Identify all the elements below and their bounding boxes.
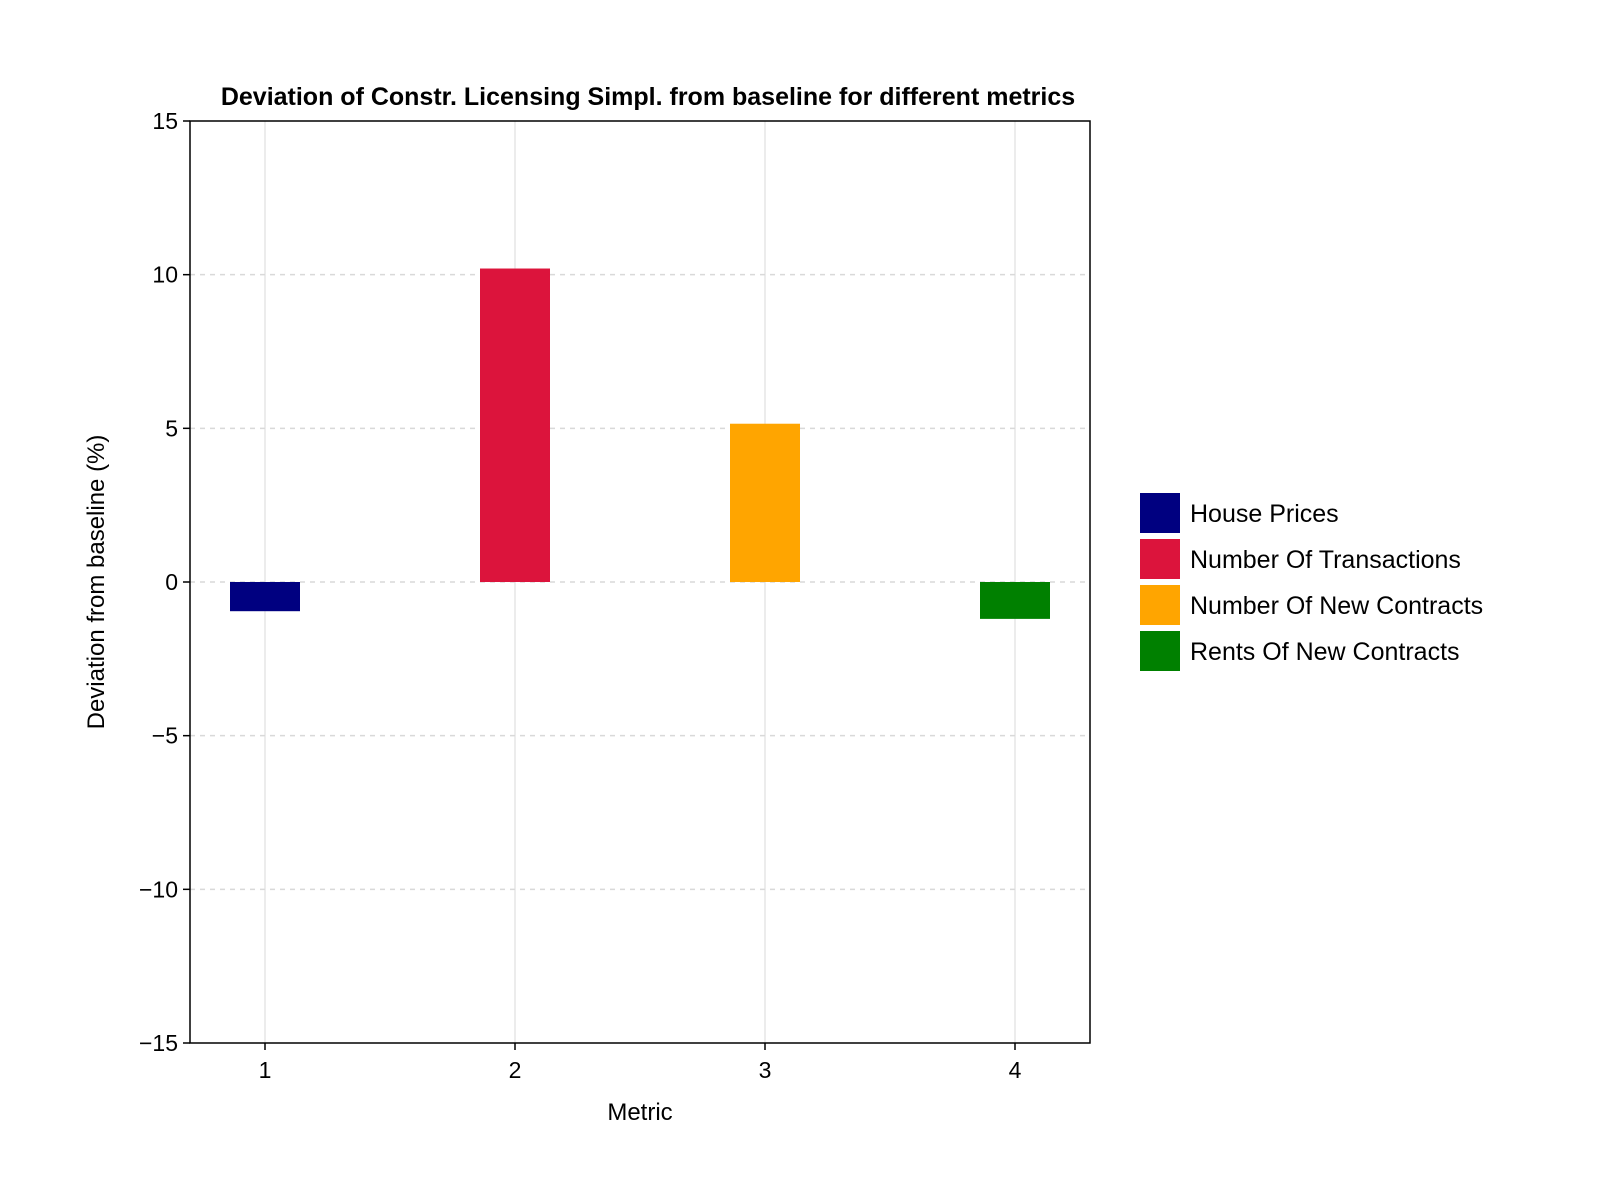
y-axis-label: Deviation from baseline (%) xyxy=(83,435,110,730)
y-tick-label: 5 xyxy=(165,415,178,441)
bar xyxy=(730,423,800,582)
y-tick-label: 15 xyxy=(152,108,178,134)
x-tick-label: 3 xyxy=(759,1057,772,1083)
legend-label: Number Of Transactions xyxy=(1190,546,1461,574)
x-axis-label: Metric xyxy=(607,1099,672,1126)
bars xyxy=(230,268,1050,619)
y-tick-label: −15 xyxy=(139,1030,178,1056)
legend: House Prices Number Of Transactions Number… xyxy=(1140,493,1483,671)
y-tick-label: −5 xyxy=(152,723,178,749)
legend-swatch xyxy=(1140,631,1180,671)
y-tick-label: −10 xyxy=(139,876,178,902)
ticks: 1 2 3 4 −15 −10 −5 0 5 10 15 xyxy=(139,108,1022,1083)
legend-label: Rents Of New Contracts xyxy=(1190,638,1460,666)
legend-label: Number Of New Contracts xyxy=(1190,592,1483,620)
legend-swatch xyxy=(1140,539,1180,579)
legend-swatch xyxy=(1140,493,1180,533)
bar xyxy=(980,582,1050,619)
y-tick-label: 0 xyxy=(165,569,178,595)
legend-label: House Prices xyxy=(1190,500,1339,528)
chart-title: Deviation of Constr. Licensing Simpl. fr… xyxy=(221,83,1075,111)
bar xyxy=(230,582,300,612)
x-tick-label: 4 xyxy=(1009,1057,1022,1083)
x-tick-label: 1 xyxy=(259,1057,272,1083)
legend-swatch xyxy=(1140,585,1180,625)
x-tick-label: 2 xyxy=(509,1057,522,1083)
y-tick-label: 10 xyxy=(152,262,178,288)
bar xyxy=(480,268,550,582)
